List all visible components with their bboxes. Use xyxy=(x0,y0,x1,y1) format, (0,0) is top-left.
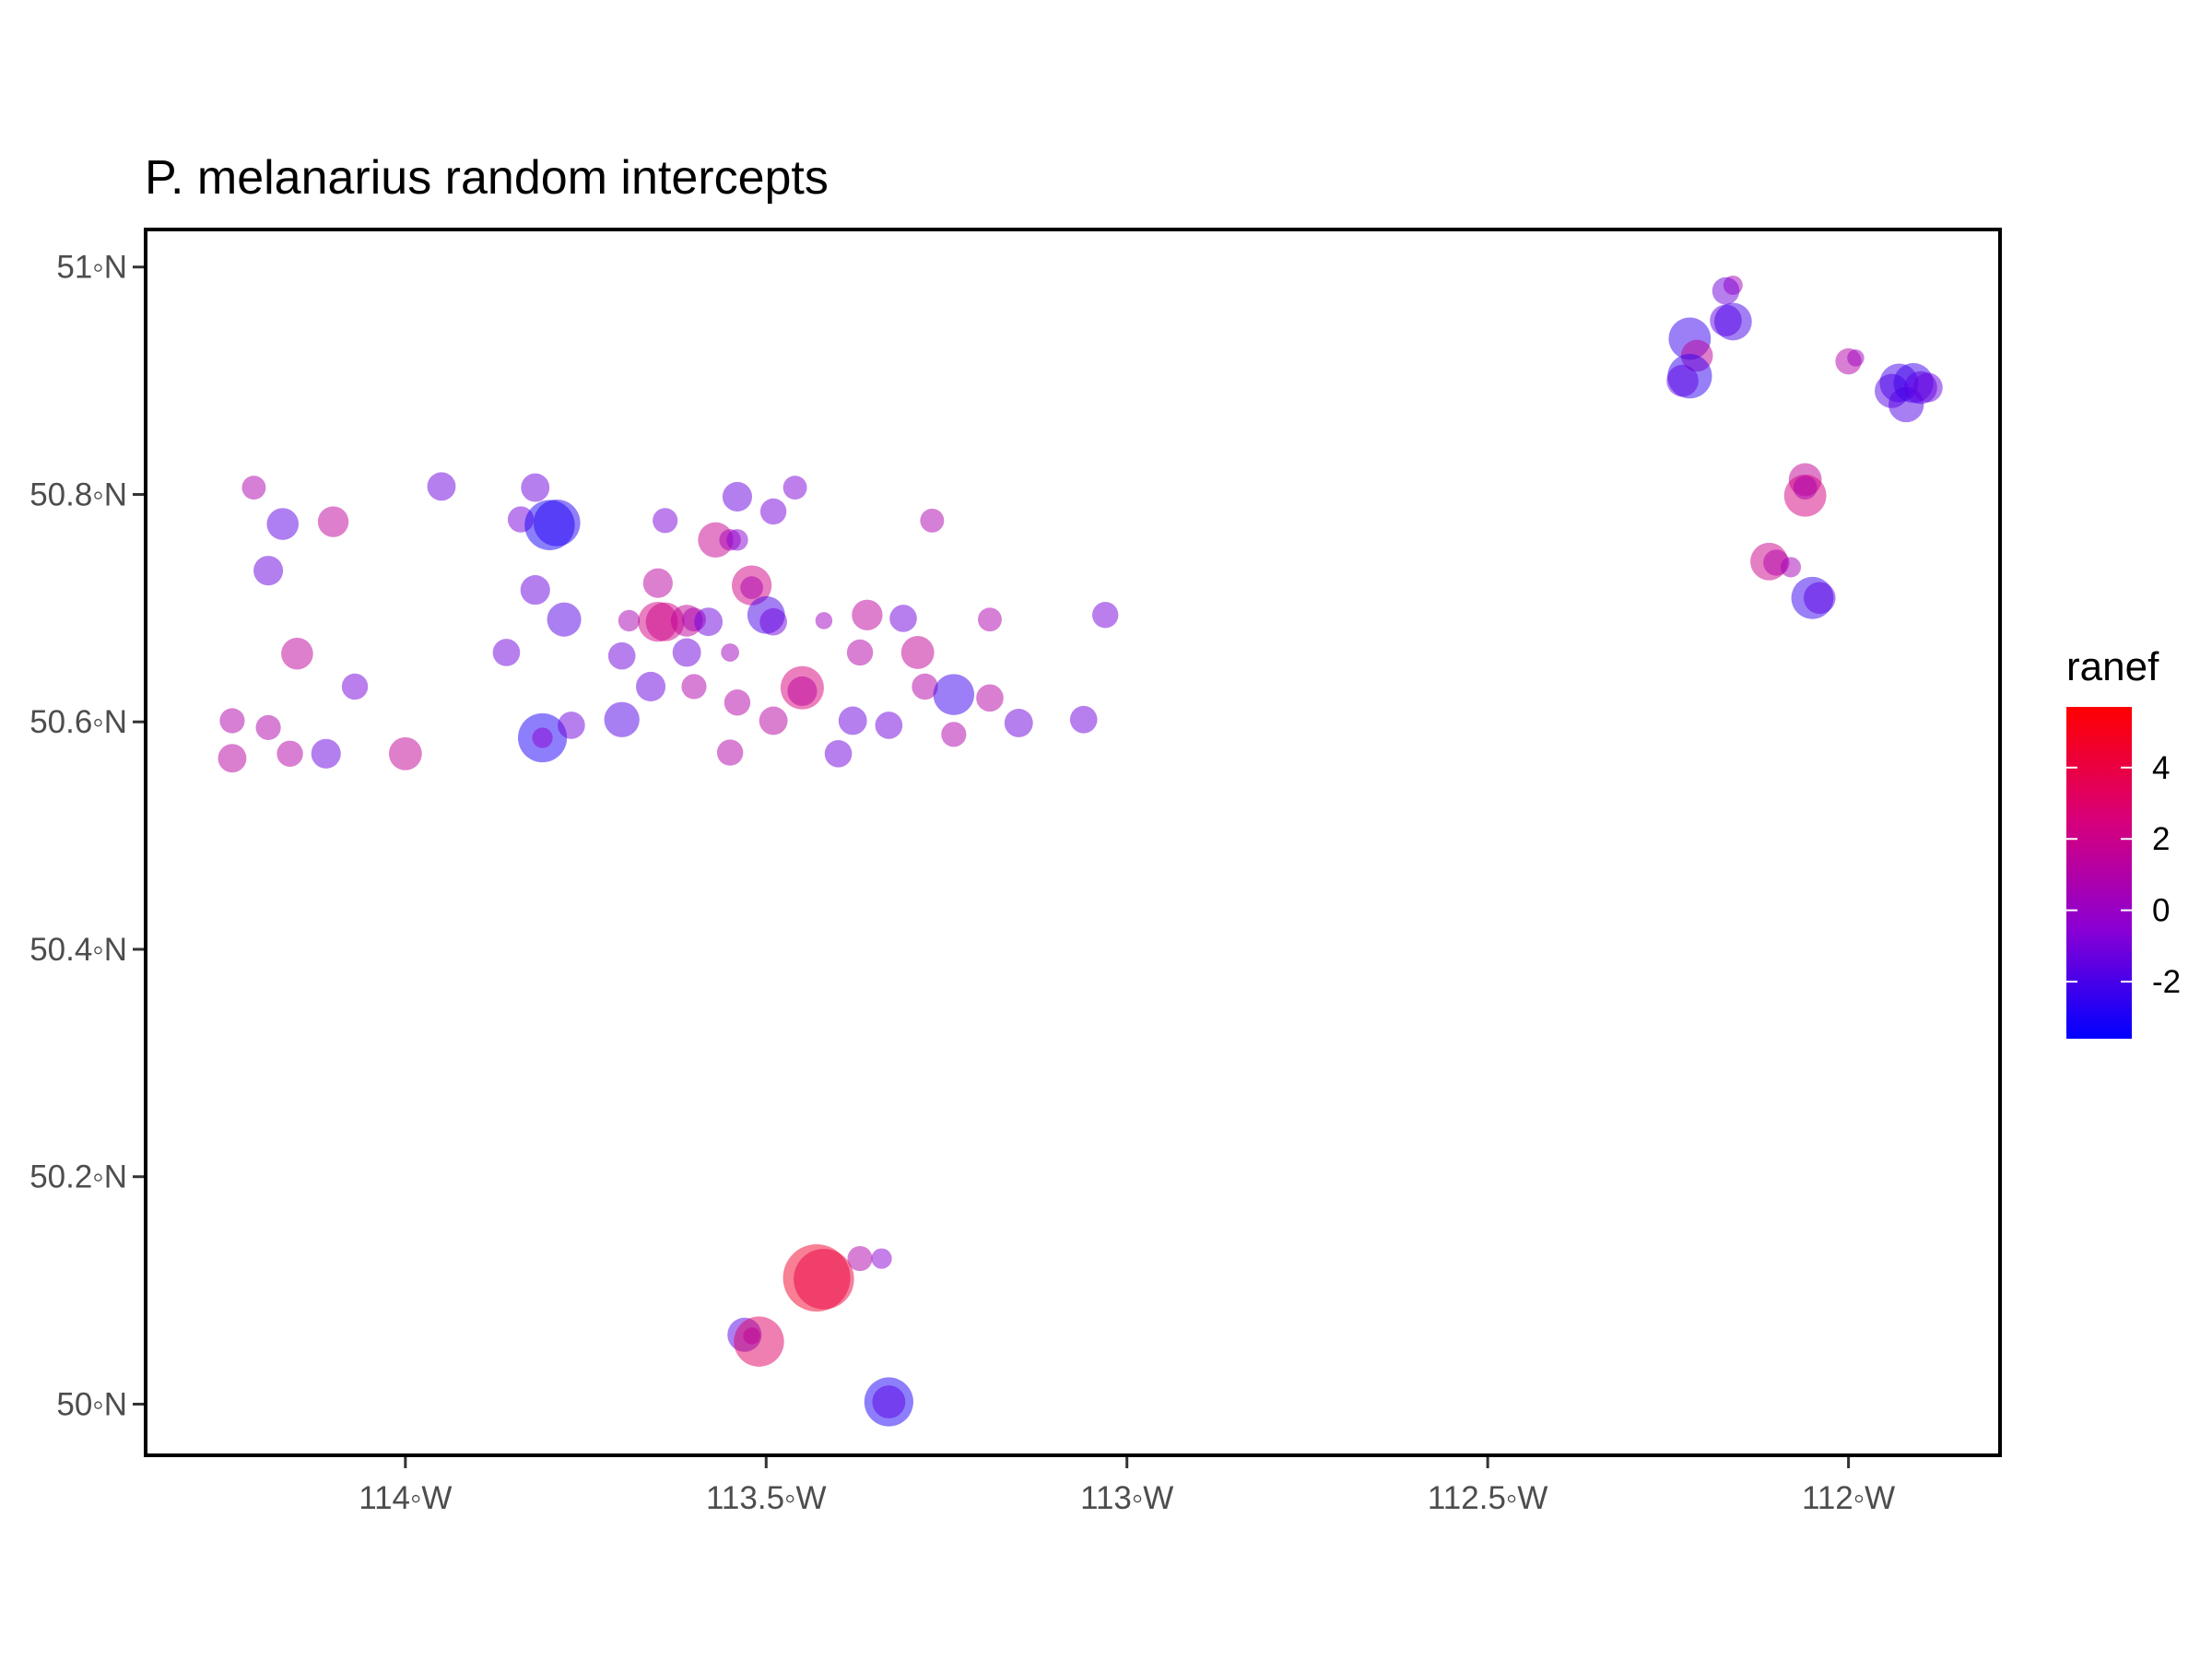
data-point-27 xyxy=(635,671,666,702)
data-point-82 xyxy=(1713,302,1752,341)
data-point-80 xyxy=(1712,276,1740,305)
data-point-100 xyxy=(1780,557,1802,578)
y-tick-label-4: 50.6◦N xyxy=(29,704,127,740)
data-point-9 xyxy=(218,744,247,773)
data-point-17 xyxy=(533,499,581,547)
data-point-19 xyxy=(547,602,582,637)
legend-title: ranef xyxy=(2066,644,2159,689)
legend: ranef 4 2 0 -2 xyxy=(2066,644,2181,1039)
data-point-22 xyxy=(532,727,553,748)
data-point-52 xyxy=(787,676,818,706)
data-point-14 xyxy=(521,473,550,502)
data-point-64 xyxy=(941,722,967,747)
data-point-35 xyxy=(672,638,701,667)
y-tick-label-2: 50.2◦N xyxy=(29,1159,127,1195)
legend-tick-label-1: 4 xyxy=(2152,750,2170,786)
data-point-7 xyxy=(219,708,245,734)
data-point-56 xyxy=(846,639,874,666)
data-point-76 xyxy=(734,1316,784,1367)
data-point-60 xyxy=(900,636,935,669)
data-point-29 xyxy=(642,568,673,598)
x-tick-label-3: 113◦W xyxy=(1080,1480,1173,1516)
y-tick-label-1: 50◦N xyxy=(56,1386,127,1422)
data-point-26 xyxy=(607,641,636,670)
data-point-69 xyxy=(1092,602,1119,629)
data-point-8 xyxy=(255,714,281,740)
data-point-4 xyxy=(253,556,284,586)
data-point-73 xyxy=(794,1248,854,1310)
data-point-25 xyxy=(618,609,641,632)
data-point-36 xyxy=(681,674,707,700)
data-point-23 xyxy=(558,712,585,739)
data-point-20 xyxy=(492,639,521,666)
data-point-63 xyxy=(933,674,975,715)
plot-frame xyxy=(144,228,2002,1457)
y-tick-label-5: 50.8◦N xyxy=(29,477,127,512)
legend-tick-label-2: 2 xyxy=(2152,821,2170,857)
data-point-44 xyxy=(740,576,763,599)
data-point-78 xyxy=(872,1385,906,1418)
y-tick-label-3: 50.4◦N xyxy=(29,932,127,968)
data-point-42 xyxy=(782,476,807,500)
y-tick-label-6: 51◦N xyxy=(56,250,127,286)
data-point-66 xyxy=(976,684,1004,712)
data-point-58 xyxy=(875,712,903,739)
data-point-46 xyxy=(759,607,787,636)
data-point-50 xyxy=(716,739,744,766)
data-point-62 xyxy=(920,508,945,533)
data-point-70 xyxy=(847,1245,873,1272)
x-tick-label-5: 112◦W xyxy=(1802,1480,1895,1516)
colorbar xyxy=(2066,707,2132,1039)
data-point-55 xyxy=(838,706,867,735)
data-point-10 xyxy=(276,740,303,767)
data-point-18 xyxy=(520,575,550,606)
data-point-3 xyxy=(317,506,349,537)
data-point-102 xyxy=(1803,582,1836,615)
data-point-57 xyxy=(852,599,883,630)
data-point-11 xyxy=(311,738,341,769)
data-point-59 xyxy=(889,605,917,632)
x-tick-label-1: 114◦W xyxy=(359,1480,452,1516)
data-point-71 xyxy=(871,1248,892,1269)
data-point-28 xyxy=(653,508,678,534)
y-axis: 50◦N 50.2◦N 50.4◦N 50.6◦N 50.8◦N 51◦N xyxy=(29,250,144,1422)
data-point-61 xyxy=(912,673,938,700)
data-point-48 xyxy=(724,689,751,716)
data-point-40 xyxy=(722,481,753,512)
data-point-24 xyxy=(604,701,640,737)
data-point-67 xyxy=(1004,709,1033,737)
data-point-5 xyxy=(281,637,313,670)
data-point-47 xyxy=(721,643,739,662)
points-layer xyxy=(218,275,1943,1427)
data-point-41 xyxy=(759,498,787,525)
data-point-53 xyxy=(815,612,833,629)
data-point-68 xyxy=(1069,705,1098,734)
legend-ticks: 4 2 0 -2 xyxy=(2066,750,2181,1000)
data-point-34 xyxy=(694,607,724,637)
data-point-54 xyxy=(824,739,853,768)
data-point-13 xyxy=(427,472,456,501)
legend-tick-label-3: 0 xyxy=(2152,893,2170,929)
data-point-2 xyxy=(266,508,300,540)
x-tick-label-2: 113.5◦W xyxy=(706,1480,826,1516)
data-point-12 xyxy=(388,736,422,771)
data-point-88 xyxy=(1847,349,1865,367)
x-tick-label-4: 112.5◦W xyxy=(1428,1480,1547,1516)
data-point-97 xyxy=(1793,476,1818,500)
data-point-49 xyxy=(759,706,788,735)
chart-title: P. melanarius random intercepts xyxy=(145,151,829,205)
data-point-1 xyxy=(241,476,266,500)
data-point-39 xyxy=(726,529,748,551)
data-point-6 xyxy=(341,673,369,700)
data-point-94 xyxy=(1912,372,1943,403)
x-axis: 114◦W 113.5◦W 113◦W 112.5◦W 112◦W xyxy=(359,1457,1895,1516)
data-point-86 xyxy=(1666,364,1699,397)
legend-tick-label-4: -2 xyxy=(2152,964,2181,1000)
data-point-65 xyxy=(978,607,1002,632)
